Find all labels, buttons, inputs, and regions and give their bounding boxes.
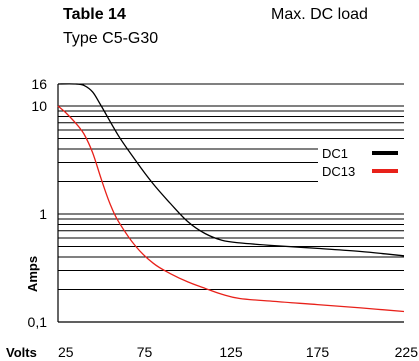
series-line-dc13 <box>57 105 405 313</box>
legend: DC1 DC13 <box>318 142 404 184</box>
series-lines <box>57 83 405 313</box>
legend-box <box>318 142 404 184</box>
y-tick-label: 16 <box>31 76 47 92</box>
type-subtitle: Type C5-G30 <box>63 30 159 47</box>
series-line-dc1 <box>57 83 405 257</box>
y-axis-label: Amps <box>25 256 40 292</box>
x-tick-label: 75 <box>137 344 153 360</box>
x-tick-label: 225 <box>395 344 419 360</box>
load-note: Max. DC load <box>271 6 368 23</box>
axes <box>57 83 404 323</box>
legend-label-dc1: DC1 <box>322 146 348 161</box>
legend-label-dc13: DC13 <box>322 164 355 179</box>
x-axis-label: Volts <box>6 345 37 360</box>
y-tick-label: 0,1 <box>28 314 48 330</box>
y-tick-label: 10 <box>31 98 47 114</box>
x-tick-label: 175 <box>306 344 330 360</box>
tick-labels: 0,1 1 10 16 25 75 125 175 225 <box>28 76 419 360</box>
x-tick-label: 125 <box>219 344 243 360</box>
x-tick-label: 25 <box>58 344 74 360</box>
table-title: Table 14 <box>63 6 126 23</box>
y-tick-label: 1 <box>39 206 47 222</box>
